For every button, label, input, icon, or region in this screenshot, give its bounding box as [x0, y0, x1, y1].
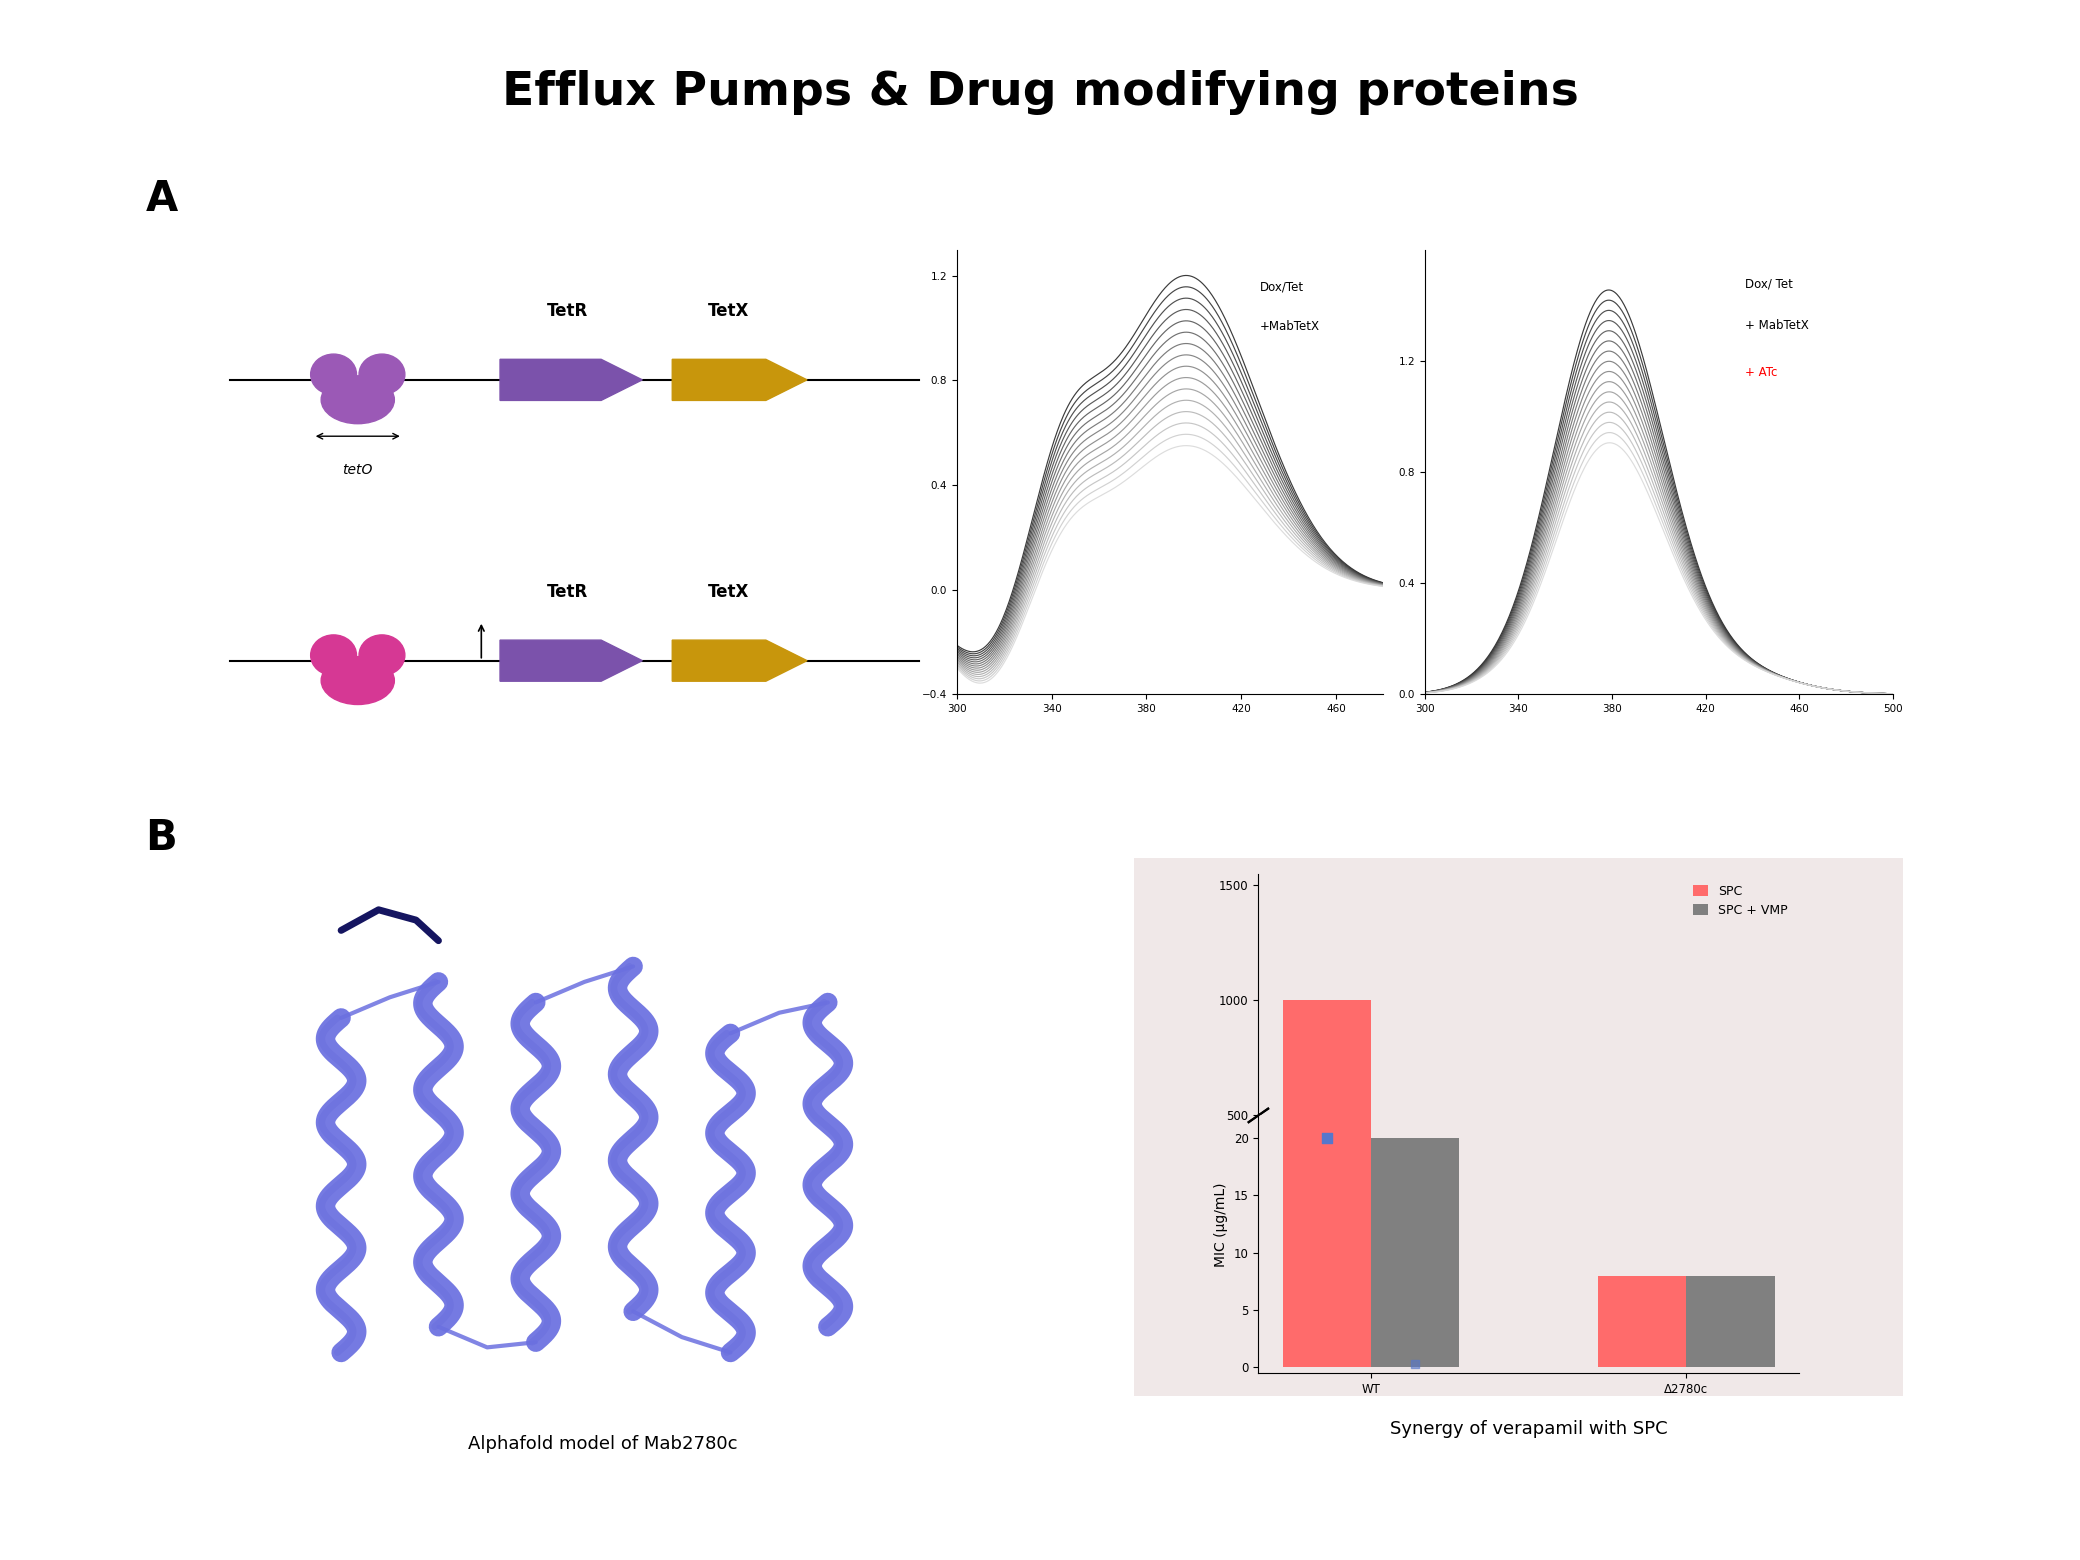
- Ellipse shape: [360, 354, 406, 395]
- FancyArrow shape: [672, 359, 807, 401]
- Text: TetR: TetR: [547, 303, 589, 320]
- Bar: [1597, 1229, 1687, 1231]
- FancyArrow shape: [672, 640, 807, 682]
- Text: tetO: tetO: [343, 463, 372, 477]
- Bar: [1371, 1139, 1460, 1367]
- Text: Alphafold model of Mab2780c: Alphafold model of Mab2780c: [468, 1435, 738, 1454]
- Text: + MabTetX: + MabTetX: [1745, 320, 1810, 332]
- Ellipse shape: [320, 657, 395, 705]
- Text: + ATc: + ATc: [1745, 367, 1778, 379]
- Ellipse shape: [310, 635, 356, 675]
- Text: TetX: TetX: [707, 303, 749, 320]
- Legend: SPC, SPC + VMP: SPC, SPC + VMP: [1689, 880, 1793, 922]
- Text: Synergy of verapamil with SPC: Synergy of verapamil with SPC: [1389, 1420, 1668, 1438]
- Point: [1310, 1126, 1344, 1151]
- Text: B: B: [146, 817, 177, 860]
- Point: [1398, 1351, 1431, 1376]
- Text: +MabTetX: +MabTetX: [1260, 320, 1321, 334]
- Text: Dox/ Tet: Dox/ Tet: [1745, 278, 1793, 290]
- Text: MIC (µg/mL): MIC (µg/mL): [1215, 1182, 1227, 1267]
- Bar: [1371, 1226, 1460, 1231]
- Bar: [1687, 1276, 1774, 1367]
- FancyArrow shape: [499, 640, 643, 682]
- Ellipse shape: [320, 376, 395, 424]
- Text: A: A: [146, 178, 179, 220]
- Bar: [1597, 1276, 1687, 1367]
- Ellipse shape: [310, 354, 356, 395]
- Text: TetX: TetX: [707, 583, 749, 601]
- Ellipse shape: [360, 635, 406, 675]
- FancyArrow shape: [499, 359, 643, 401]
- Bar: [1687, 1229, 1774, 1231]
- Text: Dox/Tet: Dox/Tet: [1260, 281, 1304, 293]
- Text: Efflux Pumps & Drug modifying proteins: Efflux Pumps & Drug modifying proteins: [501, 70, 1579, 115]
- Bar: [1283, 1000, 1371, 1231]
- Text: TetR: TetR: [547, 583, 589, 601]
- Bar: [1283, 0, 1371, 1367]
